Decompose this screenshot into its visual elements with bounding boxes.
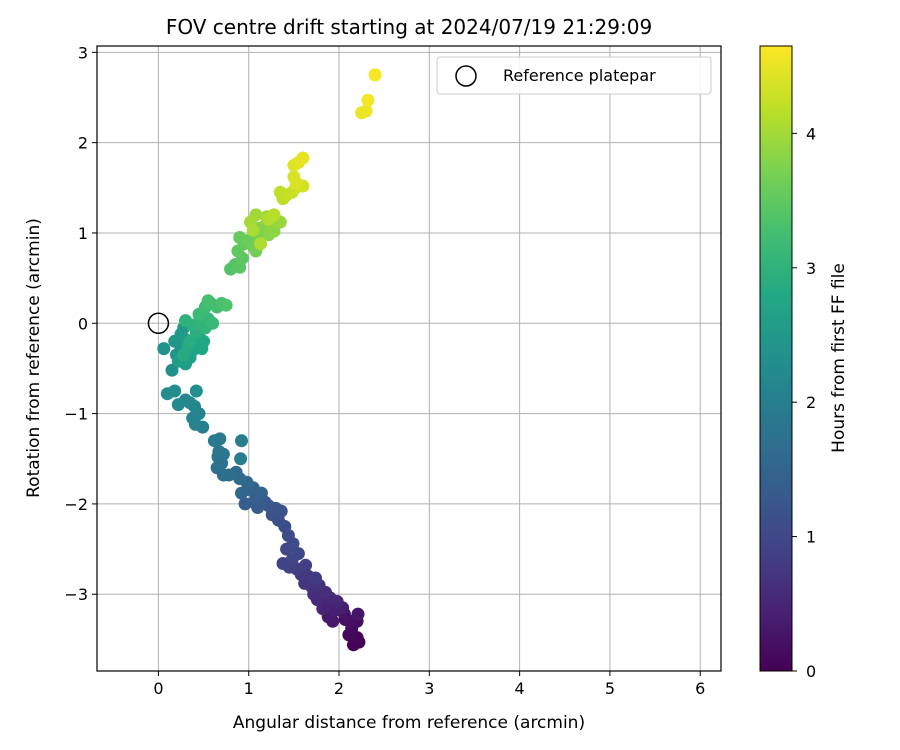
x-axis-label: Angular distance from reference (arcmin) [233,713,585,733]
data-point [291,547,305,561]
colorbar-tick-label: 4 [806,124,816,143]
data-point [213,432,227,446]
y-tick-label: 3 [78,43,88,62]
x-tick-label: 4 [515,679,525,698]
data-point [197,334,211,348]
x-tick-label: 2 [334,679,344,698]
x-tick-label: 0 [153,679,163,698]
data-point [267,208,281,222]
data-points [157,68,382,652]
y-tick-label: 0 [78,314,88,333]
colorbar-tick-label: 3 [806,259,816,278]
x-tick-label: 3 [424,679,434,698]
x-tick-label: 1 [244,679,254,698]
y-tick-label: −2 [64,495,88,514]
x-tick-label: 5 [605,679,615,698]
colorbar-tick-label: 0 [806,662,816,681]
data-point [201,294,215,308]
y-tick-label: −3 [64,585,88,604]
data-point [238,497,252,511]
data-point [157,342,171,356]
x-tick-label: 6 [695,679,705,698]
data-point [361,93,375,107]
legend: Reference platepar [436,56,712,95]
x-axis: 0 1 2 3 4 5 6 [153,671,705,698]
legend-marker [455,65,477,87]
data-point [296,151,310,165]
data-point [246,223,260,237]
y-tick-label: −1 [64,405,88,424]
data-point [206,316,220,330]
data-point [309,571,322,585]
y-tick-label: 2 [78,134,88,153]
data-point [212,445,226,458]
data-point [235,434,248,448]
data-point [183,334,197,348]
colorbar-tick-label: 1 [806,528,816,547]
data-point [179,314,192,328]
data-point [254,237,267,251]
data-point [235,486,248,500]
colorbar-gradient [759,45,793,672]
data-point [171,398,185,412]
data-point [359,104,373,118]
plot-frame [96,45,722,672]
legend-label: Reference platepar [503,66,656,85]
reference-marker [147,312,170,335]
data-point [219,298,233,312]
colorbar-ticks: 0 1 2 3 4 [792,124,816,681]
data-point [189,384,203,398]
colorbar-label: Hours from first FF file [829,263,849,453]
data-point [351,607,365,621]
y-axis-label: Rotation from reference (arcmin) [24,218,44,498]
data-point [234,452,248,466]
legend-box [436,56,712,95]
data-point [299,558,313,572]
data-point [368,68,382,82]
colorbar: 0 1 2 3 4 Hours from first FF file [759,45,849,681]
data-point [177,348,191,362]
data-point [160,387,174,401]
y-axis: −3 −2 −1 0 1 2 3 [64,43,97,604]
y-tick-label: 1 [78,224,88,243]
data-point [165,363,179,377]
chart-title: FOV centre drift starting at 2024/07/19 … [166,15,652,39]
data-point [290,176,304,190]
colorbar-tick-label: 2 [806,393,816,412]
reference-point [147,312,170,335]
